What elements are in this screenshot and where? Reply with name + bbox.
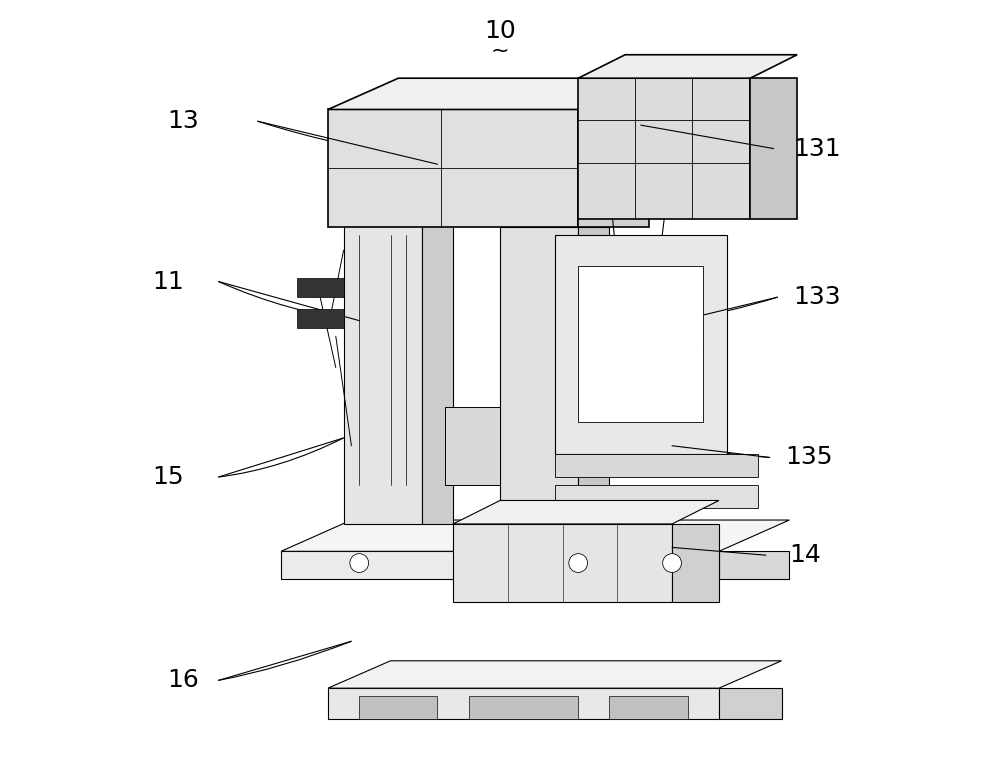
Polygon shape (453, 524, 672, 602)
Polygon shape (555, 454, 758, 477)
Circle shape (663, 554, 681, 572)
Circle shape (569, 554, 588, 572)
Polygon shape (445, 407, 500, 485)
Text: 131: 131 (793, 137, 841, 160)
Polygon shape (328, 688, 719, 719)
Polygon shape (578, 266, 703, 422)
Text: 11: 11 (152, 270, 184, 293)
Polygon shape (422, 196, 453, 524)
Polygon shape (297, 309, 344, 328)
Polygon shape (555, 235, 727, 454)
Text: 133: 133 (793, 285, 841, 309)
Polygon shape (750, 78, 797, 219)
Text: 10: 10 (484, 20, 516, 43)
Polygon shape (328, 661, 782, 688)
Polygon shape (328, 109, 578, 227)
Polygon shape (297, 278, 344, 297)
Polygon shape (578, 78, 750, 219)
Polygon shape (672, 524, 719, 602)
Polygon shape (453, 500, 719, 524)
Text: 13: 13 (167, 109, 199, 133)
Polygon shape (344, 196, 422, 524)
Polygon shape (578, 55, 797, 78)
Polygon shape (719, 688, 782, 719)
Polygon shape (281, 520, 789, 551)
Polygon shape (555, 485, 758, 508)
Polygon shape (719, 551, 789, 579)
Polygon shape (359, 696, 437, 719)
Polygon shape (500, 227, 578, 524)
Text: 14: 14 (789, 543, 821, 567)
Polygon shape (609, 696, 688, 719)
Polygon shape (328, 78, 649, 109)
Polygon shape (578, 227, 609, 524)
Polygon shape (578, 109, 649, 227)
Text: 15: 15 (152, 465, 183, 489)
Polygon shape (469, 696, 578, 719)
Text: 135: 135 (785, 446, 833, 469)
Polygon shape (281, 551, 719, 579)
Text: 16: 16 (167, 669, 199, 692)
Text: ~: ~ (491, 41, 509, 61)
Circle shape (350, 554, 369, 572)
